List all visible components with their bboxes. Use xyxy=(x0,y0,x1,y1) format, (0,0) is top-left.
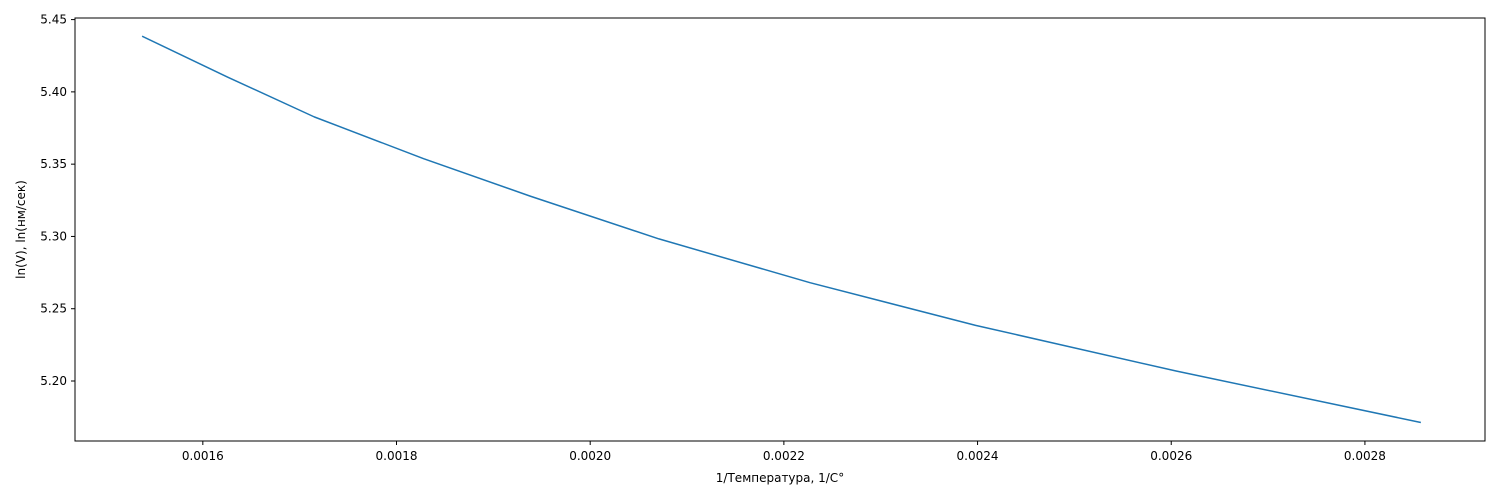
y-tick-label: 5.40 xyxy=(40,85,67,99)
x-tick-label: 0.0028 xyxy=(1344,449,1386,463)
x-tick-label: 0.0026 xyxy=(1150,449,1192,463)
x-tick-label: 0.0024 xyxy=(957,449,999,463)
y-axis: 5.20 5.25 5.30 5.35 5.40 5.45 xyxy=(40,13,75,388)
y-tick-label: 5.20 xyxy=(40,374,67,388)
x-tick-label: 0.0022 xyxy=(763,449,805,463)
y-tick-label: 5.35 xyxy=(40,157,67,171)
series-line xyxy=(141,35,1422,424)
y-tick-label: 5.25 xyxy=(40,302,67,316)
x-tick-label: 0.0018 xyxy=(376,449,418,463)
y-tick-label: 5.30 xyxy=(40,229,67,243)
series-layer xyxy=(141,35,1422,424)
plot-frame xyxy=(74,17,1486,442)
x-axis: 0.0016 0.0018 0.0020 0.0022 0.0024 0.0026 0.00… xyxy=(182,441,1386,463)
y-axis-title: ln(V), ln(нм/сек) xyxy=(14,180,28,279)
x-tick-label: 0.0016 xyxy=(182,449,224,463)
x-tick-label: 0.0020 xyxy=(569,449,611,463)
y-tick-label: 5.45 xyxy=(40,13,67,27)
x-axis-title: 1/Температура, 1/C° xyxy=(716,471,844,485)
